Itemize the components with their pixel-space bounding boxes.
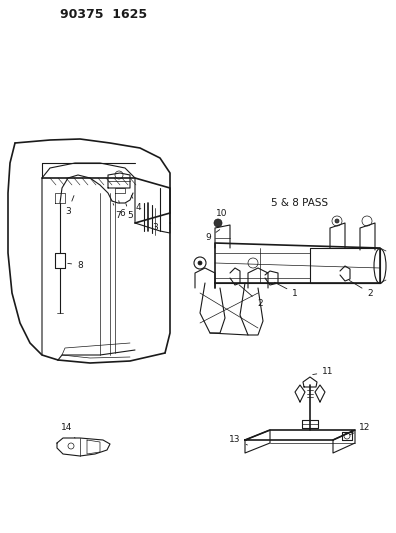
Text: 10: 10	[216, 208, 228, 217]
Text: 14: 14	[61, 424, 75, 438]
Text: 90375  1625: 90375 1625	[60, 9, 147, 21]
Text: 5: 5	[126, 204, 133, 221]
Text: 12: 12	[350, 424, 371, 435]
Text: 13: 13	[229, 435, 248, 445]
Text: 2: 2	[239, 285, 263, 308]
Text: 5 & 8 PASS: 5 & 8 PASS	[271, 198, 329, 208]
Circle shape	[198, 261, 202, 265]
Text: 8: 8	[68, 261, 83, 270]
Text: 3: 3	[148, 218, 158, 232]
Circle shape	[214, 219, 222, 227]
Circle shape	[335, 219, 339, 223]
Text: 4: 4	[131, 196, 141, 213]
Text: 2: 2	[349, 280, 373, 297]
Text: 11: 11	[313, 367, 334, 376]
Text: 9: 9	[205, 230, 220, 243]
Text: 1: 1	[274, 282, 298, 297]
Text: 6: 6	[119, 201, 125, 217]
Text: 3: 3	[65, 196, 74, 215]
Text: 7: 7	[113, 204, 121, 220]
